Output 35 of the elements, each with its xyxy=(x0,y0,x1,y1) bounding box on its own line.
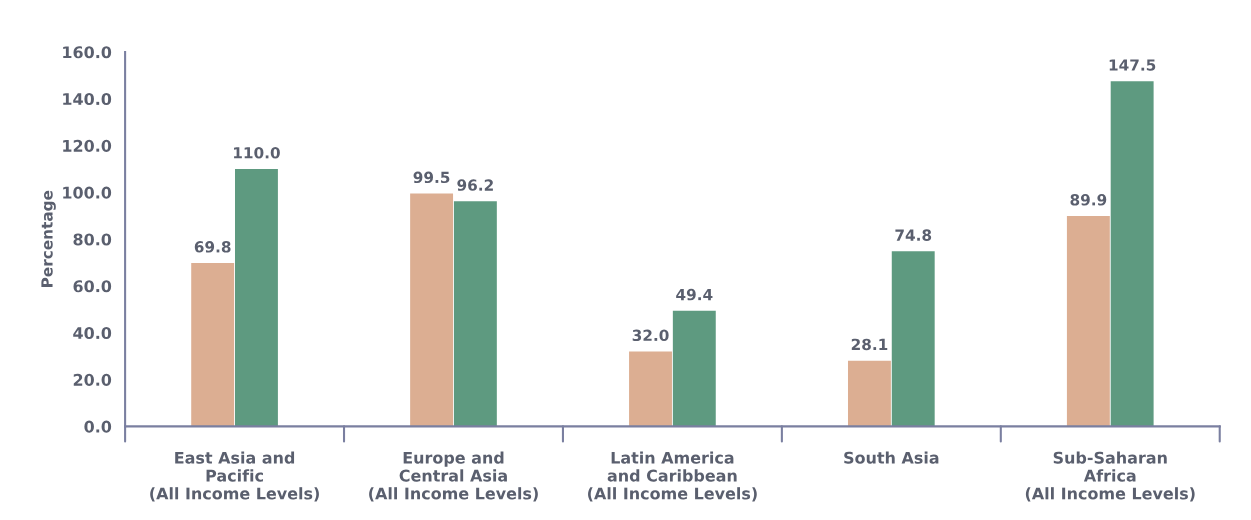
y-tick-label: 100.0 xyxy=(63,186,112,199)
bar xyxy=(235,169,278,427)
x-tick-label: East Asia and Pacific (All Income Levels) xyxy=(150,451,319,502)
bar xyxy=(410,193,454,427)
bar xyxy=(891,251,935,427)
data-label: 96.2 xyxy=(457,179,493,191)
y-tick-label: 160.0 xyxy=(63,46,112,59)
bar xyxy=(453,201,497,427)
bar xyxy=(672,310,716,427)
data-label: 69.8 xyxy=(194,241,231,253)
y-axis-title: Percentage xyxy=(41,190,56,287)
y-tick-label: 120.0 xyxy=(63,139,112,152)
y-tick-label: 0.0 xyxy=(84,420,112,433)
x-tick-label: Europe and Central Asia (All Income Levels) xyxy=(369,451,538,502)
bar xyxy=(629,351,672,427)
x-tick-label: Latin America and Caribbean (All Income Levels) xyxy=(588,451,757,502)
bar xyxy=(1110,81,1154,427)
x-tick-label: Sub-Saharan Africa (All Income Levels) xyxy=(1025,451,1195,502)
data-label: 32.0 xyxy=(632,329,669,342)
y-tick-label: 20.0 xyxy=(73,373,112,386)
y-tick-label: 140.0 xyxy=(63,93,112,106)
data-label: 110.0 xyxy=(234,147,280,159)
data-label: 147.5 xyxy=(1109,59,1156,71)
y-tick-label: 60.0 xyxy=(73,280,112,293)
data-label: 99.5 xyxy=(413,171,450,184)
data-label: 49.4 xyxy=(676,288,713,301)
bar xyxy=(1066,216,1110,427)
bar xyxy=(191,263,235,427)
bar xyxy=(847,360,891,427)
data-label: 74.8 xyxy=(895,229,932,241)
data-label: 89.9 xyxy=(1070,194,1107,206)
y-tick-label: 80.0 xyxy=(73,233,112,246)
y-tick-label: 40.0 xyxy=(73,327,112,340)
x-tick-label: South Asia xyxy=(844,451,939,464)
data-label: 28.1 xyxy=(851,338,888,351)
